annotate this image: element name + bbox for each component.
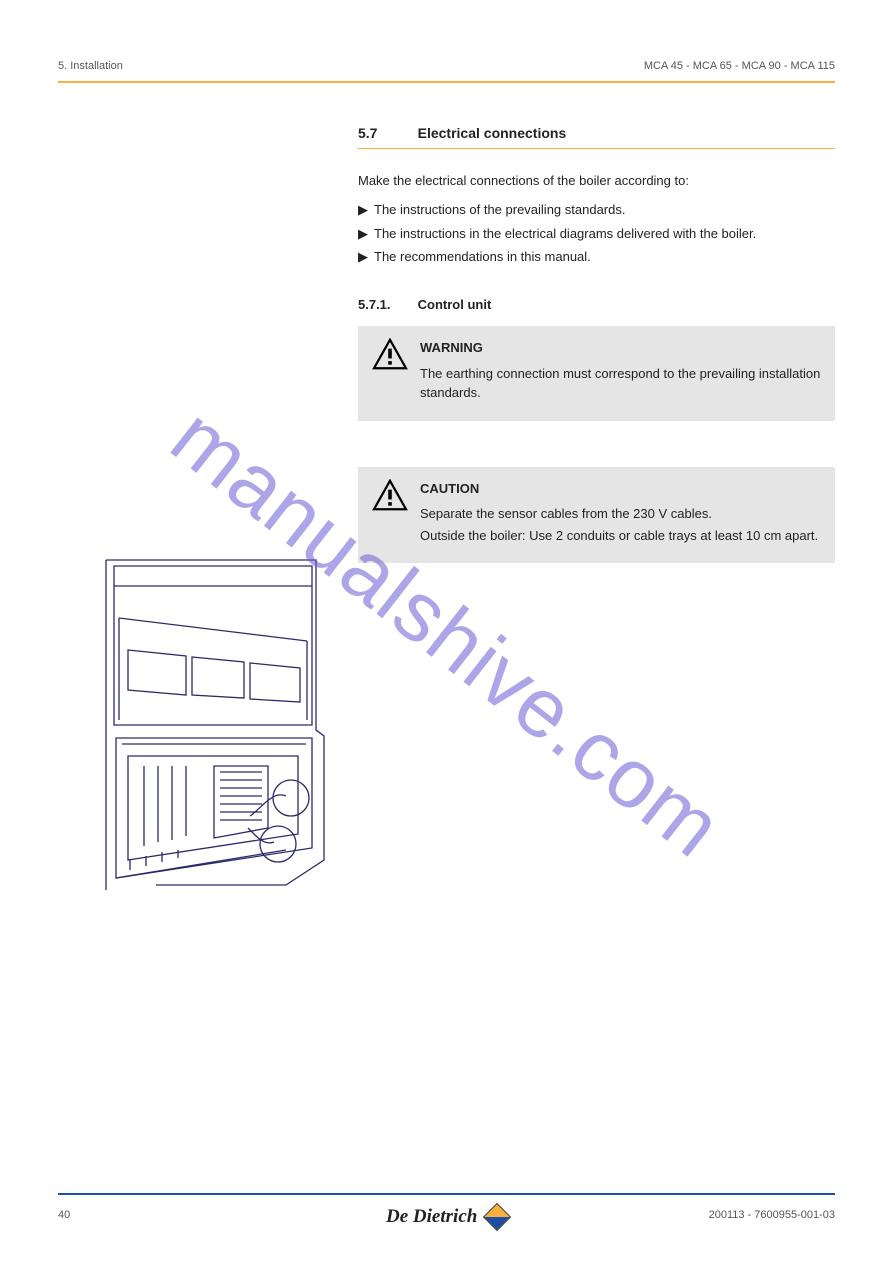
page-container: 5. Installation MCA 45 - MCA 65 - MCA 90… (0, 0, 893, 563)
section-header: 5.7 Electrical connections (358, 123, 835, 149)
section-body: Make the electrical connections of the b… (358, 171, 835, 191)
warning-box: WARNING The earthing connection must cor… (358, 326, 835, 421)
caution-icon (372, 479, 408, 511)
warning-body: WARNING The earthing connection must cor… (420, 338, 821, 405)
caution-title: CAUTION (420, 479, 818, 499)
subsection-header: 5.7.1. Control unit (358, 295, 835, 315)
caution-line1: Separate the sensor cables from the 230 … (420, 504, 818, 524)
brand-name: De Dietrich (386, 1203, 477, 1232)
top-header: 5. Installation MCA 45 - MCA 65 - MCA 90… (58, 58, 835, 75)
header-left: 5. Installation (58, 58, 123, 75)
warning-text: The earthing connection must correspond … (420, 364, 821, 403)
content-column: 5.7 Electrical connections Make the elec… (358, 123, 835, 564)
warning-icon (372, 338, 408, 370)
warning-title: WARNING (420, 338, 821, 358)
control-unit-diagram (86, 550, 346, 910)
bullet-text: The instructions in the electrical diagr… (374, 226, 756, 241)
caution-line2: Outside the boiler: Use 2 conduits or ca… (420, 526, 818, 546)
caution-body: CAUTION Separate the sensor cables from … (420, 479, 818, 548)
bullet-icon: ▶ (358, 247, 368, 267)
footer-rule (58, 1193, 835, 1195)
subsection-title: Control unit (418, 297, 492, 312)
brand-footer: De Dietrich (0, 1203, 893, 1232)
subsection-number: 5.7.1. (358, 295, 414, 315)
top-rule (58, 81, 835, 83)
section-number: 5.7 (358, 123, 414, 144)
bullet-icon: ▶ (358, 224, 368, 244)
bullet-text: The instructions of the prevailing stand… (374, 202, 625, 217)
brand-logo-icon (487, 1207, 507, 1227)
bullet-list: ▶ The instructions of the prevailing sta… (358, 200, 835, 267)
bullet-icon: ▶ (358, 200, 368, 220)
section-title: Electrical connections (418, 123, 567, 144)
header-right: MCA 45 - MCA 65 - MCA 90 - MCA 115 (644, 58, 835, 75)
section-rule (358, 148, 835, 149)
bullet-text: The recommendations in this manual. (374, 249, 591, 264)
caution-box: CAUTION Separate the sensor cables from … (358, 467, 835, 564)
